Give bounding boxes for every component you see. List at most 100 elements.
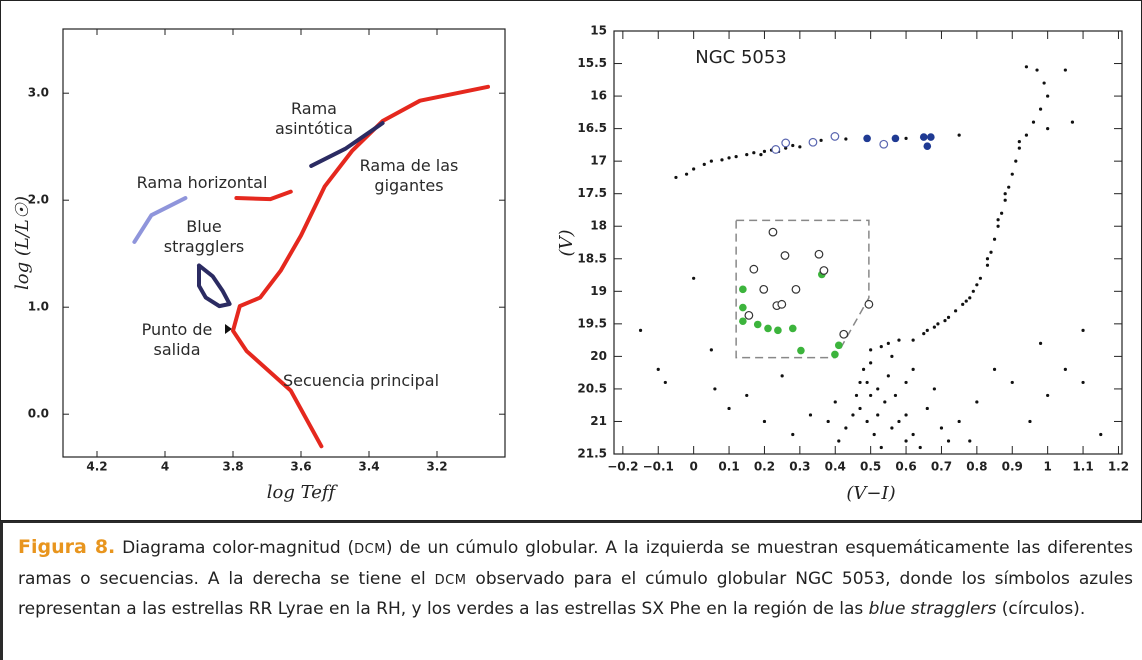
annotation: Punto de salida <box>141 320 213 359</box>
y-tick-label: 20 <box>590 349 607 363</box>
caption-text: blue stragglers <box>868 599 997 619</box>
point <box>869 348 873 352</box>
point <box>759 284 769 294</box>
point <box>957 419 961 424</box>
point <box>1035 68 1039 72</box>
point <box>777 299 787 309</box>
point <box>978 276 982 280</box>
point <box>975 283 979 287</box>
point <box>1046 393 1050 398</box>
point <box>826 419 830 424</box>
point <box>1017 140 1021 144</box>
point <box>1063 367 1067 371</box>
point <box>927 133 935 141</box>
point <box>749 264 759 274</box>
y-tick-label: 17.5 <box>577 186 607 200</box>
caption: Figura 8. Diagrama color-magnitud (DCM) … <box>0 521 1142 660</box>
point <box>1024 65 1029 69</box>
x-tick-label: 0.3 <box>789 460 810 474</box>
y-tick-label: 18.5 <box>577 251 607 265</box>
y-tick-label: 2.0 <box>28 193 49 207</box>
point <box>946 439 951 443</box>
point <box>752 151 756 155</box>
y-tick-label: 15 <box>590 24 607 38</box>
point <box>1046 94 1050 98</box>
chart-title: NGC 5053 <box>695 47 787 68</box>
point <box>831 350 839 359</box>
annotation: Rama de las gigantes <box>359 156 459 195</box>
point <box>858 380 862 385</box>
point <box>904 439 908 443</box>
x-tick-label: 0.1 <box>718 460 739 474</box>
point <box>837 439 841 443</box>
point <box>863 134 871 143</box>
caption-text: (círculos). <box>996 599 1086 619</box>
point <box>886 341 890 345</box>
caption-text: ) de un cúmulo globular. A la izquierda … <box>18 538 1133 589</box>
y-tick-label: 19 <box>590 284 607 298</box>
point <box>771 145 781 154</box>
x-tick-label: 4 <box>161 460 169 474</box>
point <box>939 426 944 430</box>
caption-text: Diagrama color-magnitud ( <box>122 538 355 558</box>
point <box>897 419 901 424</box>
point <box>684 172 689 176</box>
point <box>1028 419 1032 424</box>
point <box>932 387 936 391</box>
caption-text: DCM <box>354 542 386 557</box>
y-tick-label: 1.0 <box>28 300 49 314</box>
x-tick-label: −0.1 <box>643 460 674 474</box>
x-tick-label: 0.6 <box>895 460 916 474</box>
point <box>854 393 859 398</box>
point <box>692 276 696 280</box>
point <box>727 156 731 160</box>
point <box>971 289 975 293</box>
line <box>197 263 232 309</box>
point <box>904 413 908 417</box>
point <box>872 432 876 437</box>
y-tick-label: 16.5 <box>577 121 607 135</box>
y-axis-label: log (L/L☉) <box>12 196 33 290</box>
point <box>985 257 990 261</box>
point <box>1038 107 1043 111</box>
point <box>1031 120 1036 124</box>
point <box>992 237 997 241</box>
point <box>922 332 926 336</box>
point <box>989 250 993 254</box>
point <box>1017 146 1021 150</box>
point <box>890 354 894 358</box>
point <box>788 324 797 333</box>
point <box>925 328 929 332</box>
point <box>819 266 829 275</box>
point <box>702 162 706 167</box>
point <box>890 426 894 430</box>
point <box>784 146 788 150</box>
point <box>780 251 790 260</box>
point <box>996 224 1000 228</box>
point <box>911 432 915 437</box>
figure: 4.2 4 3.8 3.6 3.4 3.2 0.0 1.0 2.0 3.0 log Teff log … <box>0 0 1142 521</box>
y-tick-label: 16 <box>590 89 607 103</box>
point <box>968 296 972 300</box>
point <box>1063 68 1067 72</box>
figure-charts: 4.2 4 3.8 3.6 3.4 3.2 0.0 1.0 2.0 3.0 log Teff log … <box>12 24 1129 505</box>
point <box>713 387 717 391</box>
plot-frame <box>613 30 1123 455</box>
point <box>808 137 818 147</box>
point <box>864 299 874 309</box>
point <box>819 138 823 142</box>
point <box>865 380 869 385</box>
x-tick-label: 0 <box>689 460 697 474</box>
annotation: Rama horizontal <box>136 173 268 192</box>
point <box>1007 185 1011 189</box>
point <box>791 284 801 294</box>
x-tick-label: 0.7 <box>931 460 952 474</box>
point <box>858 406 862 411</box>
point <box>861 367 866 371</box>
point <box>762 149 767 153</box>
point <box>919 133 928 141</box>
point <box>1010 172 1014 176</box>
point <box>1081 328 1085 332</box>
y-tick-label: 18 <box>590 219 607 233</box>
